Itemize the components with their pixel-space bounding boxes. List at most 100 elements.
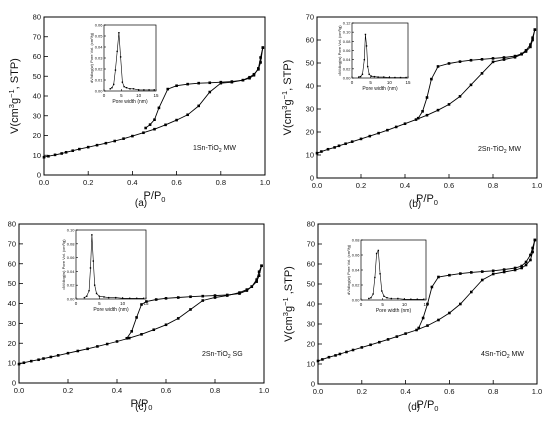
desorption-point (425, 96, 429, 99)
y-axis-label: V(cm3g−1, STP) (7, 58, 21, 134)
inset-point (153, 89, 155, 91)
x-tick-label: 0.6 (444, 181, 454, 190)
adsorption-point (502, 270, 506, 274)
x-axis-label: P/P0 (144, 190, 166, 204)
adsorption-point (259, 61, 262, 64)
desorption-point (255, 278, 258, 281)
x-axis-label: P/P0 (416, 193, 438, 207)
y-tick-label: 70 (306, 13, 314, 22)
y-tick-label: 10 (8, 359, 16, 368)
adsorption-point (131, 134, 134, 138)
adsorption-point (175, 118, 178, 122)
y-tick-label: 70 (307, 240, 315, 249)
y-tick-label: 10 (307, 360, 315, 369)
adsorption-point (140, 333, 143, 336)
inset-y-axis-label: dV/dlog(w) Pore Vol. (cm³/g) (337, 25, 342, 76)
sample-label: 1Sn-TiO2 MW (193, 145, 236, 154)
y-tick-label: 0 (37, 171, 41, 180)
x-tick-label: 0.2 (357, 387, 367, 396)
inset-x-axis-label: Pore width (nm) (362, 86, 398, 92)
inset-point (142, 297, 145, 300)
adsorption-point (491, 60, 495, 64)
inset-x-tick-label: 0 (351, 80, 354, 85)
inset-y-tick-label: 0.04 (95, 45, 104, 50)
desorption-point (430, 77, 433, 81)
x-tick-label: 1.0 (259, 386, 269, 395)
adsorption-point (71, 149, 75, 153)
adsorption-point (345, 350, 348, 354)
y-tick-label: 10 (306, 151, 314, 160)
x-tick-label: 0.2 (356, 181, 366, 190)
inset-y-tick-label: 0.06 (343, 48, 352, 53)
desorption-point (176, 296, 180, 299)
desorption-point (469, 58, 473, 62)
inset-y-tick-label: 0.01 (95, 78, 104, 83)
desorption-point (458, 60, 462, 63)
inset-x-tick-label: 15 (423, 302, 429, 307)
inset-y-tick-label: 0.02 (95, 67, 104, 72)
inset-x-tick-label: 0 (103, 93, 106, 98)
adsorption-point (386, 128, 389, 132)
x-tick-label: 1.0 (260, 178, 270, 187)
inset-y-tick-label: 0.03 (95, 56, 104, 61)
inset-x-tick-label: 15 (405, 80, 411, 85)
inset-y-tick-label: 0.00 (352, 298, 361, 303)
adsorption-point (513, 268, 517, 272)
inset-series-line (110, 32, 155, 91)
inset-y-tick-label: 0.02 (352, 283, 361, 288)
adsorption-point (404, 332, 407, 335)
desorption-point (491, 269, 495, 273)
desorption-point (502, 56, 506, 59)
x-tick-label: 0.0 (312, 181, 322, 190)
adsorption-point (368, 134, 372, 138)
adsorption-point (164, 123, 167, 127)
y-tick-label: 70 (8, 239, 16, 248)
y-tick-label: 30 (307, 320, 315, 329)
inset-point (383, 295, 385, 297)
x-tick-label: 0.2 (83, 178, 93, 187)
adsorption-line (317, 239, 536, 362)
inset-point (114, 296, 117, 299)
y-axis-label: V(cm3g−1, STP) (280, 60, 294, 136)
y-tick-label: 0 (310, 174, 314, 183)
x-tick-label: 0.0 (313, 387, 323, 396)
inset-point (374, 276, 376, 279)
inset-chart: 0 5 10 15 0.00 0.02 0.04 0.06 0.08 Pore width (nm… (346, 238, 429, 315)
adsorption-point (436, 108, 440, 112)
inset-x-tick-label: 5 (381, 302, 384, 307)
x-tick-label: 0.4 (400, 387, 410, 396)
inset-point (377, 76, 379, 78)
inset-point (399, 76, 402, 79)
inset-x-tick-label: 10 (402, 302, 408, 307)
desorption-point (248, 76, 251, 80)
adsorption-point (480, 278, 484, 282)
inset-y-axis-label: dV/dlog(w) Pore Vol. (cm³/g) (346, 244, 351, 295)
desorption-point (189, 295, 192, 299)
adsorption-point (470, 290, 473, 294)
inset-x-axis-label: Pore width (nm) (93, 307, 129, 313)
desorption-point (529, 253, 532, 257)
inset-y-tick-label: 0.08 (67, 241, 76, 246)
inset-y-tick-label: 0.10 (343, 30, 352, 35)
desorption-point (520, 52, 523, 56)
inset-y-tick-label: 0.08 (352, 238, 361, 243)
inset-point (118, 32, 120, 34)
desorption-point (238, 292, 241, 295)
desorption-point (531, 36, 534, 39)
desorption-point (421, 110, 424, 113)
adsorption-point (531, 250, 534, 254)
inset-point (377, 249, 380, 252)
y-tick-label: 20 (307, 340, 315, 349)
y-tick-label: 40 (307, 300, 315, 309)
adsorption-point (338, 352, 342, 356)
x-tick-label: 0.0 (39, 178, 49, 187)
inset-y-tick-label: 0.04 (67, 269, 76, 274)
x-tick-label: 0.8 (488, 387, 498, 396)
inset-series-line (358, 34, 407, 78)
desorption-point (135, 316, 138, 319)
adsorption-point (189, 308, 192, 311)
adsorption-point (502, 58, 506, 61)
adsorption-point (529, 258, 532, 262)
adsorption-point (60, 152, 63, 155)
desorption-point (421, 316, 425, 320)
